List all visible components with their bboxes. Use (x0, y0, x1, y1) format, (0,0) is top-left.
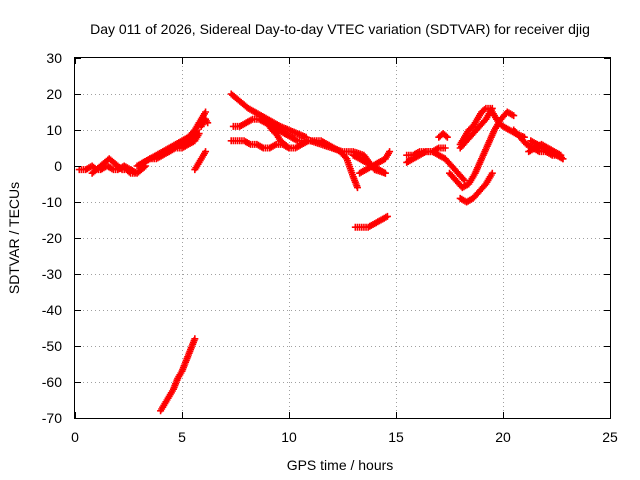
y-tick-label: 10 (46, 122, 62, 138)
x-tick-label: 5 (178, 429, 186, 445)
series-arc-6 (195, 115, 212, 130)
y-tick-label: 20 (46, 86, 62, 102)
axis-ticks: 0 5 10 15 20 25 -70 -60 -50 -40 -30 -20 -10 0 10 20 30 (42, 50, 618, 445)
y-axis-label: SDTVAR / TECUs (6, 182, 22, 294)
data-point (193, 126, 201, 134)
x-axis-label: GPS time / hours (287, 457, 394, 473)
data-point (386, 148, 394, 156)
series-pt-a (191, 148, 210, 174)
data-point (442, 132, 450, 140)
grid (75, 58, 610, 418)
x-tick-label: 20 (495, 429, 511, 445)
series-arc-17 (403, 144, 449, 159)
series-arc-7 (157, 335, 199, 415)
data-point (284, 143, 292, 151)
x-tick-label: 15 (388, 429, 404, 445)
data-point (459, 175, 467, 183)
y-tick-label: 30 (46, 50, 62, 66)
data-point (559, 155, 567, 163)
data-point (202, 108, 210, 116)
data-point (202, 148, 210, 156)
data-points (75, 90, 567, 415)
x-tick-label: 25 (602, 429, 618, 445)
series-arc-25 (525, 140, 565, 159)
y-tick-label: -20 (42, 230, 62, 246)
series-arc-5 (157, 126, 201, 159)
data-point (443, 133, 451, 141)
y-tick-label: -10 (42, 194, 62, 210)
y-tick-label: -40 (42, 302, 62, 318)
data-point (480, 106, 488, 114)
y-tick-label: -50 (42, 338, 62, 354)
plot-frame (74, 57, 611, 419)
chart-title: Day 011 of 2026, Sidereal Day-to-day VTE… (90, 21, 590, 37)
data-point (460, 176, 468, 184)
y-tick-label: -30 (42, 266, 62, 282)
data-point (557, 151, 565, 159)
series-arc-21 (456, 104, 496, 152)
y-tick-label: 0 (54, 158, 62, 174)
series-arc-20 (456, 169, 496, 206)
y-tick-label: -70 (42, 410, 62, 426)
y-tick-label: -60 (42, 374, 62, 390)
series-arc-8 (227, 90, 310, 141)
data-point (91, 167, 99, 175)
data-point (488, 104, 496, 112)
data-point (383, 212, 391, 220)
data-point (353, 184, 361, 192)
data-point (191, 335, 199, 343)
series-arc-15 (351, 212, 391, 231)
data-point (488, 169, 496, 177)
series-arc-2 (88, 162, 150, 177)
data-point (441, 144, 449, 152)
x-tick-label: 10 (281, 429, 297, 445)
data-point (510, 112, 518, 120)
data-point (381, 169, 389, 177)
x-tick-label: 0 (71, 429, 79, 445)
data-point (204, 119, 212, 127)
series-arc-18 (446, 108, 518, 192)
series-arc-22 (435, 130, 451, 141)
series-arc-14 (349, 151, 389, 177)
